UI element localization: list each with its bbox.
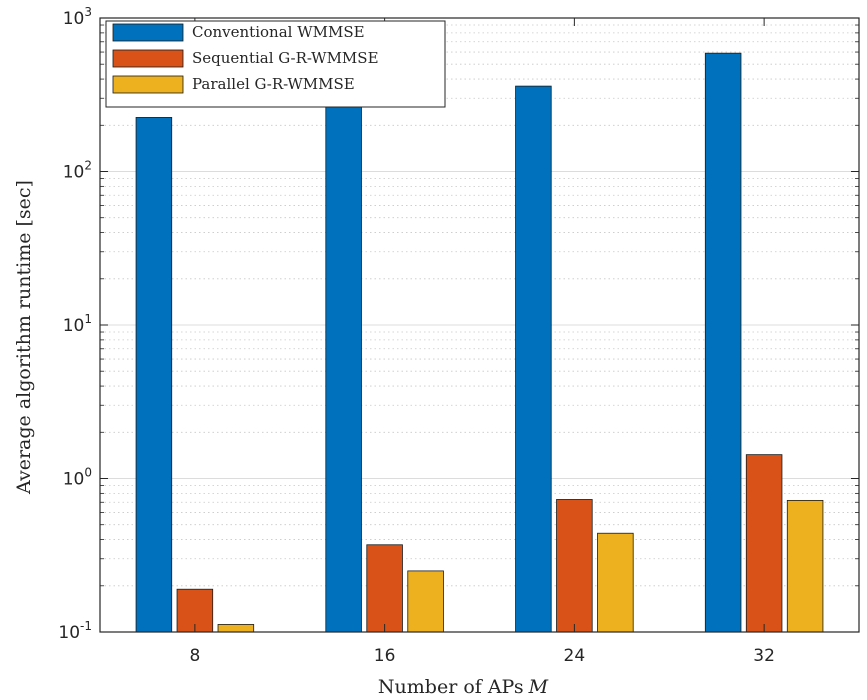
legend-label: Conventional WMMSE [192, 23, 365, 41]
y-tick-base: 10 [63, 316, 85, 336]
x-axis-label: Number of APs M [378, 676, 549, 698]
y-tick-label: 103 [63, 5, 92, 29]
bar [745, 454, 783, 633]
y-tick-exponent: 0 [84, 466, 92, 480]
y-tick-base: 10 [63, 470, 85, 490]
x-axis-label-variable: M [528, 676, 549, 698]
y-tick-label: 100 [63, 466, 92, 490]
legend-swatch [112, 75, 184, 94]
bar [515, 85, 552, 633]
y-tick-exponent: 3 [84, 5, 92, 19]
bar [407, 570, 444, 633]
y-axis-label: Average algorithm runtime [sec] [13, 180, 35, 495]
legend-label: Parallel G-R-WMMSE [192, 75, 355, 93]
legend-swatch [112, 49, 184, 68]
legend: Conventional WMMSE Sequential G-R-WMMSE Pa… [105, 20, 446, 108]
y-tick-base: 10 [58, 623, 80, 643]
bar [597, 532, 634, 633]
y-tick-label: 10-1 [58, 619, 92, 643]
bar [217, 624, 255, 633]
legend-label: Sequential G-R-WMMSE [192, 49, 379, 67]
y-tick-exponent: 2 [84, 159, 92, 173]
x-tick-label: 32 [753, 646, 775, 666]
bar [325, 101, 362, 633]
x-tick-label: 24 [564, 646, 586, 666]
x-tick-labels: 8 16 24 32 [189, 646, 774, 666]
bar [556, 499, 593, 633]
y-tick-exponent: 1 [84, 312, 92, 326]
bar [366, 544, 403, 633]
y-tick-label: 101 [63, 312, 92, 336]
y-tick-base: 10 [63, 163, 85, 183]
bar [704, 52, 742, 633]
y-tick-base: 10 [63, 9, 85, 29]
legend-swatch [112, 23, 184, 42]
ticks [100, 17, 859, 633]
x-tick-label: 16 [374, 646, 396, 666]
y-tick-label: 102 [63, 159, 92, 183]
x-axis-label-text: Number of APs [378, 676, 524, 698]
bars [135, 52, 824, 633]
legend-items: Conventional WMMSE Sequential G-R-WMMSE Pa… [112, 23, 379, 94]
bar [786, 499, 824, 633]
bar [135, 117, 173, 633]
y-tick-exponent: -1 [80, 619, 92, 633]
x-tick-label: 8 [189, 646, 200, 666]
